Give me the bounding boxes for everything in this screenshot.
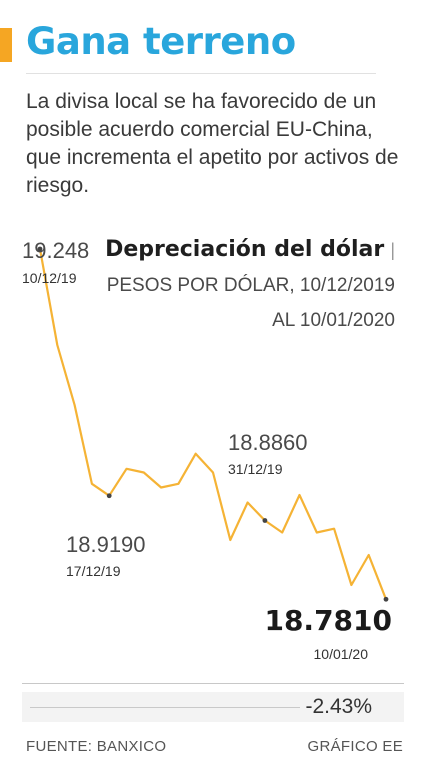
point-marker-20 — [383, 596, 389, 602]
change-line — [30, 707, 300, 708]
data-label-date-13: 31/12/19 — [228, 461, 283, 477]
chart-title-bold: Depreciación del dólar — [105, 237, 385, 262]
data-label-date-4: 17/12/19 — [66, 563, 121, 579]
credit-label: GRÁFICO EE — [307, 738, 403, 755]
data-label-value-13: 18.8860 — [228, 430, 308, 455]
data-label-date-20: 10/01/20 — [314, 646, 369, 662]
page-subtitle: La divisa local se ha favorecido de un p… — [26, 90, 399, 197]
data-label-value-0: 19.248 — [22, 238, 89, 263]
change-value: -2.43% — [305, 695, 372, 718]
title-accent-bar — [0, 28, 12, 62]
data-label-date-0: 10/12/19 — [22, 270, 77, 286]
point-marker-4 — [106, 493, 112, 499]
bottom-divider — [22, 683, 404, 684]
chart-unit-label: PESOS POR DÓLAR, 10/12/2019 AL 10/01/202… — [106, 275, 395, 331]
title-divider — [26, 73, 376, 74]
change-panel: -2.43% — [22, 692, 404, 722]
point-marker-13 — [262, 518, 268, 523]
series-line — [38, 247, 388, 601]
line-chart: 19.248 10/12/19 18.9190 17/12/19 18.8860 31/1… — [22, 238, 392, 662]
data-label-value-4: 18.9190 — [66, 532, 146, 557]
point-marker-0 — [37, 246, 43, 252]
page-title: Gana terreno — [26, 20, 296, 63]
chart-title: Depreciación del dólar | PESOS POR DÓLAR… — [95, 232, 395, 337]
source-label: FUENTE: BANXICO — [26, 738, 167, 755]
data-label-value-20: 18.7810 — [264, 604, 392, 637]
chart-title-separator: | — [390, 240, 395, 260]
